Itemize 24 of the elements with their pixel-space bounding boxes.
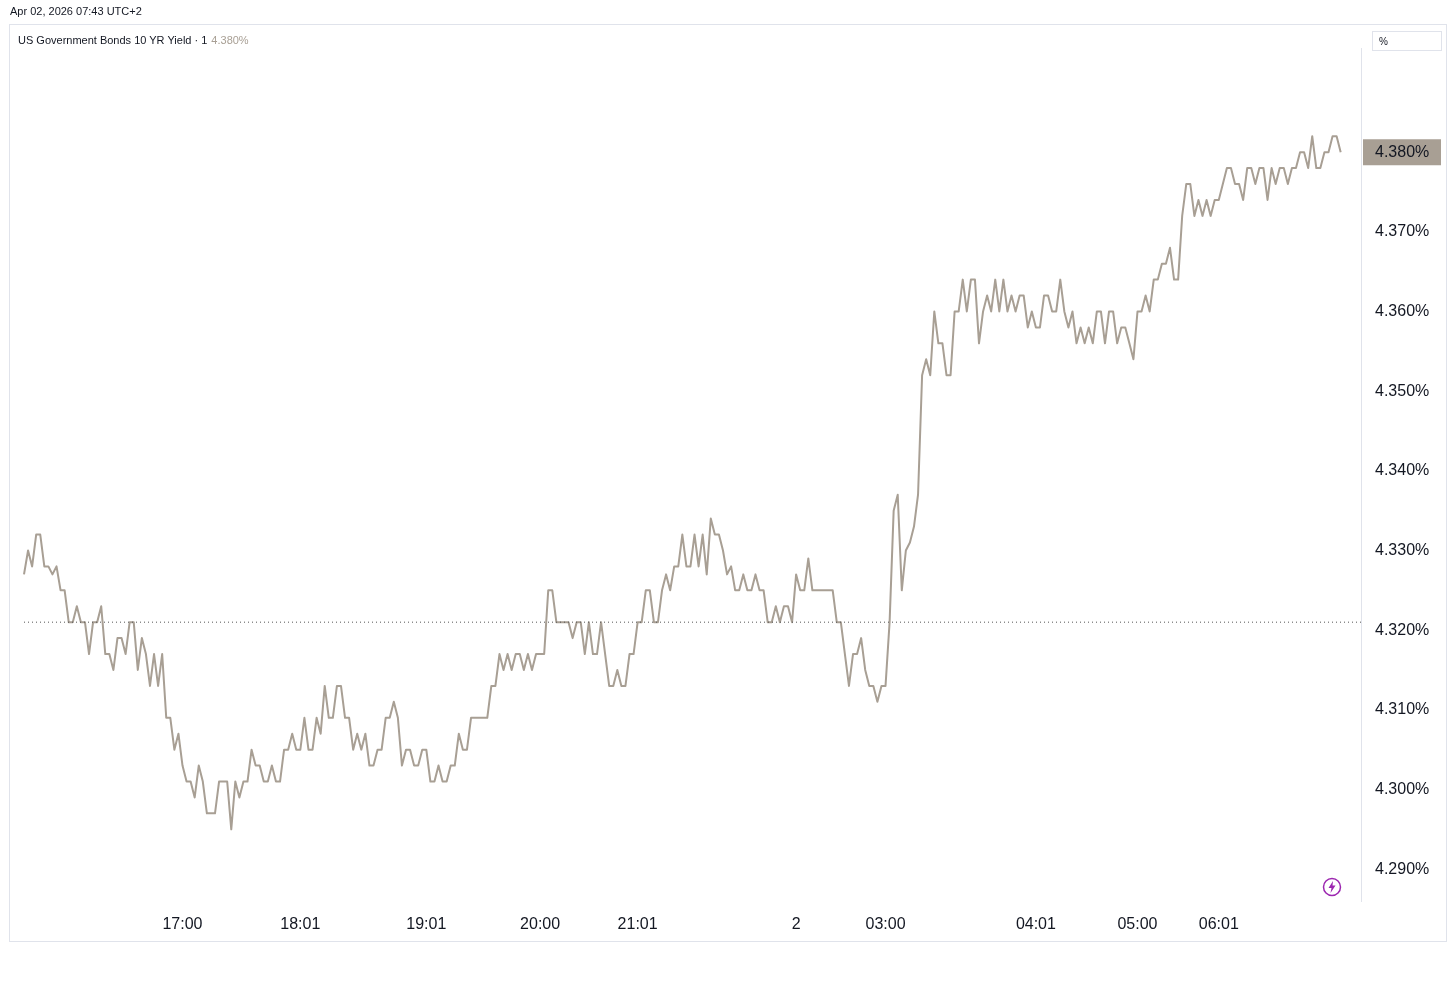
y-tick-label: 4.380% xyxy=(1375,142,1430,160)
x-tick-label: 17:00 xyxy=(162,915,203,933)
y-tick-label: 4.370% xyxy=(1375,222,1430,240)
y-tick-label: 4.300% xyxy=(1375,779,1430,797)
chart-subtitle: Apr 02, 2026 07:43 UTC+2 xyxy=(10,5,142,17)
x-tick-label: 20:00 xyxy=(520,915,561,933)
chart-title: US Government Bonds 10 YR Yield · 1 xyxy=(18,34,208,46)
y-tick-label: 4.330% xyxy=(1375,540,1430,558)
y-tick-label: 4.290% xyxy=(1375,859,1430,877)
y-tick-label: 4.360% xyxy=(1375,301,1430,319)
y-tick-label: 4.350% xyxy=(1375,381,1430,399)
y-tick-label: 4.340% xyxy=(1375,461,1430,479)
y-tick-label: 4.320% xyxy=(1375,620,1430,638)
y-tick-label: 4.310% xyxy=(1375,700,1430,718)
x-tick-label: 21:01 xyxy=(617,915,658,933)
text: % xyxy=(1372,31,1442,51)
x-tick-label: 19:01 xyxy=(406,915,447,933)
text: 4.380% xyxy=(211,34,249,46)
x-tick-label: 03:00 xyxy=(865,915,906,933)
x-tick-label: 06:01 xyxy=(1198,915,1239,933)
x-tick-label: 04:01 xyxy=(1015,915,1057,933)
x-tick-label: 2 xyxy=(791,915,801,933)
x-tick-label: 18:01 xyxy=(280,915,321,933)
x-tick-label: 05:00 xyxy=(1117,915,1158,933)
